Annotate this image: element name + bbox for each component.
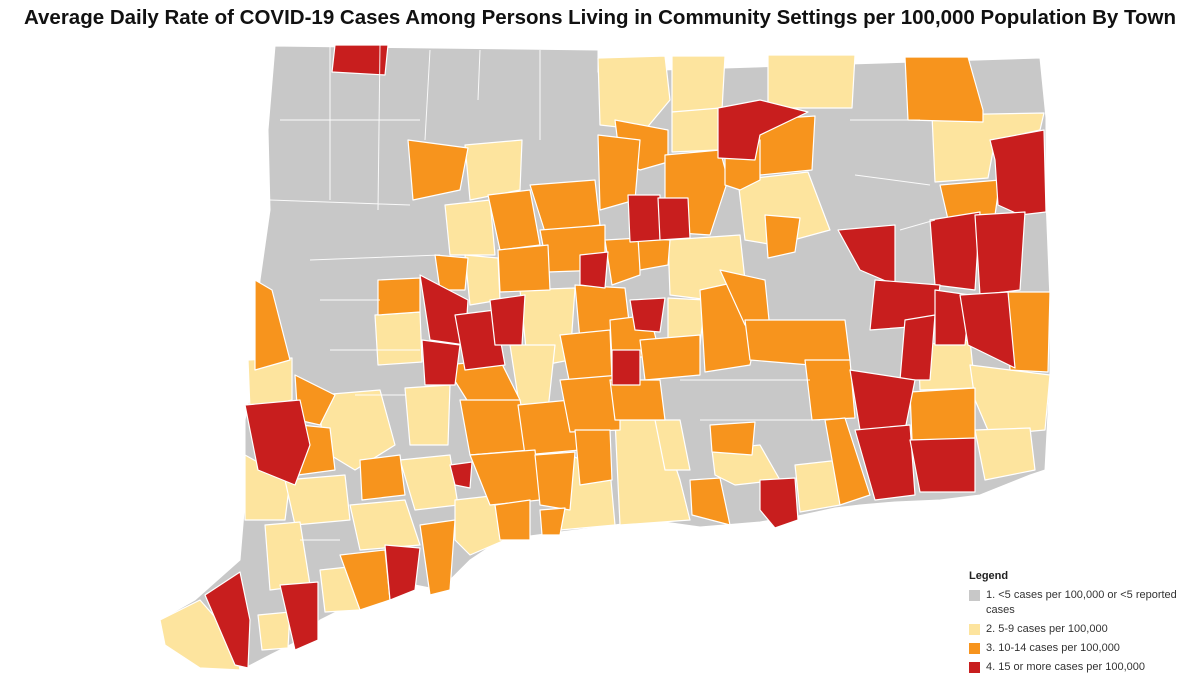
town-region (764, 214, 801, 259)
town-region (497, 244, 551, 293)
town-borders (269, 44, 936, 541)
town-region (574, 429, 613, 486)
legend-label: 4. 15 or more cases per 100,000 (986, 661, 1145, 673)
town-region (534, 451, 576, 511)
town-region (959, 291, 1016, 369)
town-region (767, 54, 856, 109)
town-region (374, 311, 423, 366)
town-region (444, 199, 496, 256)
town-region (204, 571, 251, 669)
town-region (487, 189, 541, 251)
town-region (759, 477, 799, 529)
legend-swatch-yellow (969, 624, 980, 635)
town-region (449, 461, 473, 489)
town-region (929, 211, 981, 291)
town-region (384, 544, 421, 601)
town-region (404, 384, 451, 446)
town-region (709, 421, 756, 456)
legend-label: 2. 5-9 cases per 100,000 (986, 623, 1108, 635)
town-region (974, 211, 1026, 296)
town-region (849, 369, 916, 431)
legend-item-category-1: 1. <5 cases per 100,000 or <5 reported c… (969, 588, 1192, 618)
town-region (331, 44, 389, 76)
town-region (637, 237, 671, 271)
town-region (284, 474, 351, 526)
category-4-towns (204, 44, 1047, 669)
legend-title: Legend (969, 570, 1009, 582)
legend-item-category-3: 3. 10-14 cases per 100,000 (969, 641, 1192, 656)
legend-label: 1. <5 cases per 100,000 or <5 reported c… (986, 589, 1177, 616)
town-region (824, 417, 871, 506)
town-region (974, 427, 1036, 481)
legend-swatch-red (969, 662, 980, 673)
town-region (654, 419, 691, 471)
town-region (639, 334, 701, 381)
town-region (717, 99, 809, 161)
map-title: Average Daily Rate of COVID-19 Cases Amo… (23, 6, 1177, 29)
town-region (254, 279, 291, 371)
legend-swatch-gray (969, 590, 980, 601)
town-region (657, 197, 691, 241)
town-region (899, 314, 936, 381)
town-region (611, 349, 641, 386)
town-region (244, 399, 311, 486)
legend-label: 3. 10-14 cases per 100,000 (986, 642, 1120, 654)
town-region (671, 55, 726, 113)
town-region (494, 499, 531, 541)
town-region (464, 254, 501, 306)
town-region (279, 581, 319, 651)
town-region (257, 611, 291, 651)
town-region (159, 599, 241, 671)
town-region (421, 339, 461, 386)
town-region (489, 294, 526, 346)
town-region (377, 277, 421, 316)
legend-item-category-2: 2. 5-9 cases per 100,000 (969, 622, 1192, 637)
legend-item-category-4: 4. 15 or more cases per 100,000 (969, 660, 1192, 675)
town-region (627, 194, 661, 243)
town-region (744, 319, 851, 366)
town-region (539, 507, 566, 536)
town-region (604, 237, 641, 286)
town-region (407, 139, 469, 201)
town-region (904, 56, 984, 123)
town-region (579, 251, 609, 289)
town-region (434, 254, 469, 291)
town-region (989, 129, 1047, 216)
town-region (359, 454, 406, 501)
town-region (671, 107, 721, 153)
town-region (854, 424, 916, 501)
town-region (629, 297, 666, 333)
town-region (909, 387, 976, 441)
town-region (464, 139, 523, 201)
town-region (349, 499, 421, 551)
legend: Legend 1. <5 cases per 100,000 or <5 rep… (960, 566, 1192, 675)
category-2-towns (159, 54, 1051, 671)
town-region (737, 171, 831, 246)
town-region (609, 379, 666, 421)
town-region (804, 359, 856, 421)
legend-swatch-orange (969, 643, 980, 654)
town-region (597, 55, 671, 131)
town-region (419, 519, 456, 596)
town-region (909, 437, 976, 493)
town-region (689, 477, 731, 526)
town-region (559, 374, 621, 433)
